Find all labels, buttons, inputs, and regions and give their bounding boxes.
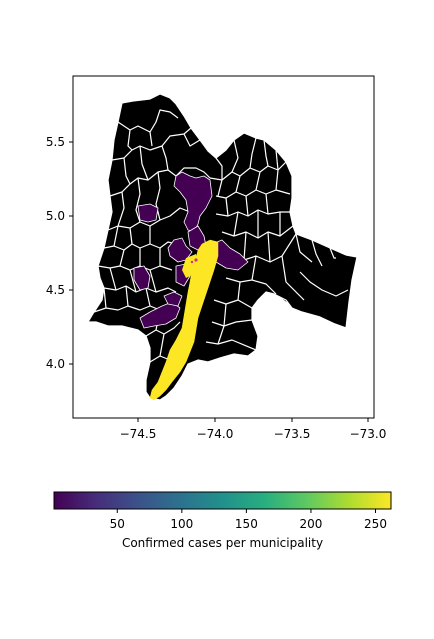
colorbar-gradient bbox=[53, 491, 392, 510]
y-tick-label: 4.5 bbox=[46, 283, 65, 297]
map-area bbox=[87, 93, 358, 401]
municipality-east-purple bbox=[211, 239, 249, 271]
y-tick-label: 5.0 bbox=[46, 209, 65, 223]
municipality-southwest-purple bbox=[139, 301, 181, 329]
y-axis: 5.5 5.0 4.5 4.0 bbox=[46, 135, 73, 371]
colorbar-tick-label: 250 bbox=[364, 517, 387, 531]
colorbar-tick-label: 200 bbox=[299, 517, 322, 531]
region-southeast bbox=[276, 258, 350, 326]
municipality-west-purple bbox=[137, 203, 159, 223]
municipality-west2-purple bbox=[133, 265, 151, 291]
municipality-borders bbox=[87, 93, 358, 401]
x-axis: −74.5 −74.0 −73.5 −73.0 bbox=[120, 418, 387, 441]
municipality-north-purple bbox=[173, 171, 213, 233]
x-tick-label: −74.5 bbox=[120, 427, 157, 441]
colorbar-label: Confirmed cases per municipality bbox=[121, 536, 324, 550]
municipality-bogota-yellow bbox=[149, 239, 219, 401]
accent-dot-1 bbox=[194, 258, 198, 262]
colorbar-tick-label: 150 bbox=[235, 517, 258, 531]
x-tick-label: −74.0 bbox=[197, 427, 234, 441]
municipality-south-purple bbox=[163, 291, 183, 307]
colorbar-ticks: 50 100 150 200 250 bbox=[110, 509, 387, 531]
x-tick-label: −73.5 bbox=[274, 427, 311, 441]
colorbar: 50 100 150 200 250 bbox=[53, 491, 392, 531]
low-case-municipalities bbox=[133, 171, 249, 329]
y-tick-label: 4.0 bbox=[46, 357, 65, 371]
colorbar-tick-label: 50 bbox=[110, 517, 125, 531]
axes-frame bbox=[72, 75, 375, 419]
municipality-bogota-north-yellow bbox=[182, 254, 198, 278]
y-tick-label: 5.5 bbox=[46, 135, 65, 149]
x-tick-label: −73.0 bbox=[350, 427, 387, 441]
colorbar-tick-label: 100 bbox=[170, 517, 193, 531]
accent-dot-2 bbox=[190, 260, 194, 264]
